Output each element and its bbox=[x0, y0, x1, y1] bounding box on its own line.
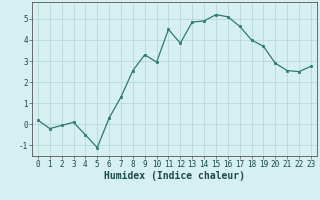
X-axis label: Humidex (Indice chaleur): Humidex (Indice chaleur) bbox=[104, 171, 245, 181]
